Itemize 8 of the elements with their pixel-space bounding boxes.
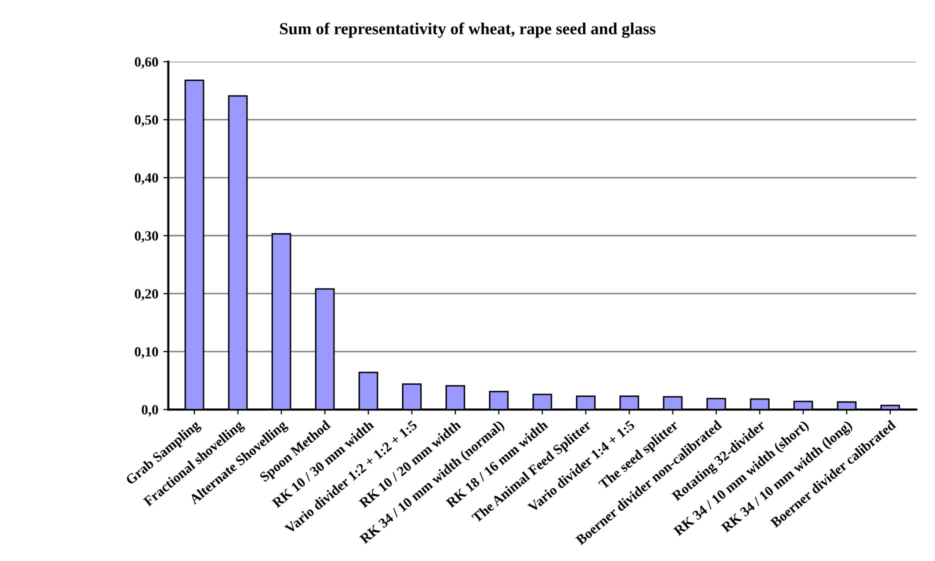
y-tick-label: 0,10	[134, 347, 158, 359]
chart-title: Sum of representativity of wheat, rape seed and glass	[280, 22, 656, 38]
y-tick-label: 0,20	[134, 289, 158, 301]
y-tick-label: 0,50	[134, 115, 158, 127]
y-tick-label: 0,40	[134, 173, 158, 185]
y-tick-label: 0,0	[142, 405, 158, 416]
y-tick-label: 0,30	[134, 231, 158, 243]
y-tick-label: 0,60	[134, 57, 158, 69]
